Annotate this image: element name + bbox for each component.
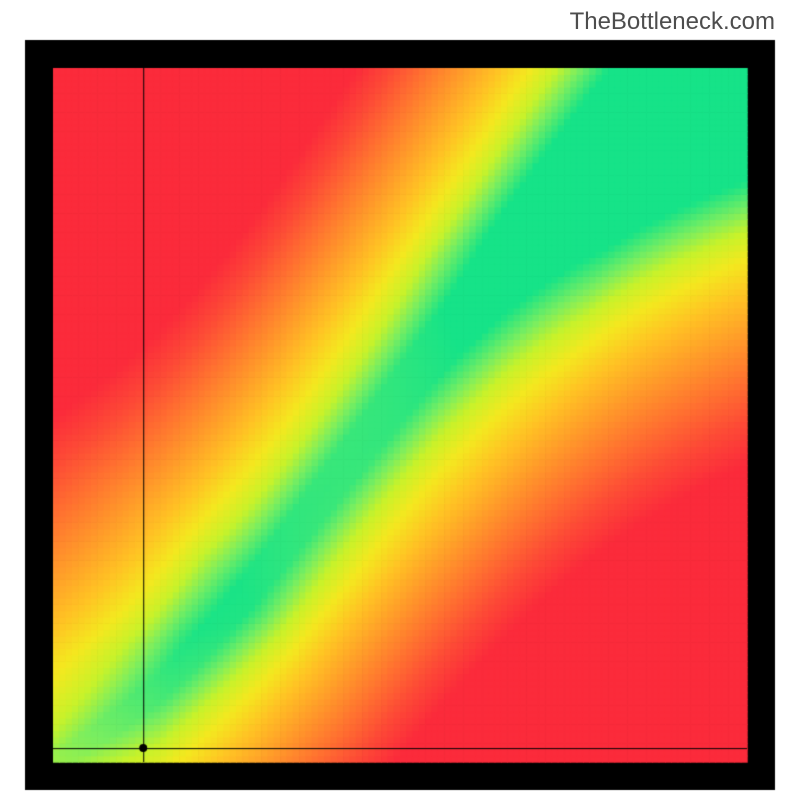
attribution-label: TheBottleneck.com [570,8,775,36]
bottleneck-heatmap [0,0,800,800]
chart-container: TheBottleneck.com [0,0,800,800]
